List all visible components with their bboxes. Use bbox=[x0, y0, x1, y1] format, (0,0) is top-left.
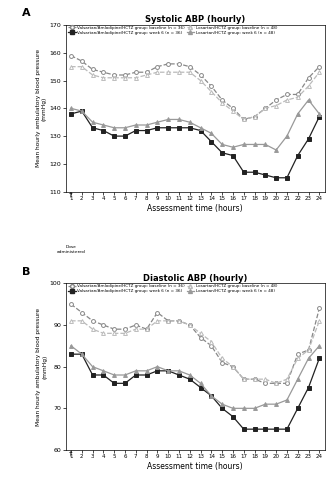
Text: Dose
administered: Dose administered bbox=[56, 245, 85, 254]
X-axis label: Assessment time (hours): Assessment time (hours) bbox=[147, 462, 243, 471]
Title: Diastolic ABP (hourly): Diastolic ABP (hourly) bbox=[143, 274, 247, 282]
Y-axis label: Mean hourly ambulatory blood pressure
(mmHg): Mean hourly ambulatory blood pressure (m… bbox=[36, 50, 47, 168]
Text: †: † bbox=[69, 450, 73, 456]
Text: A: A bbox=[22, 8, 30, 18]
Title: Systolic ABP (hourly): Systolic ABP (hourly) bbox=[145, 15, 245, 24]
Text: †: † bbox=[69, 192, 73, 198]
Y-axis label: Mean hourly ambulatory blood pressure
(mmHg): Mean hourly ambulatory blood pressure (m… bbox=[36, 308, 47, 426]
X-axis label: Assessment time (hours): Assessment time (hours) bbox=[147, 204, 243, 212]
Text: B: B bbox=[22, 266, 30, 276]
Legend: Valsartan/Amlodipine/HCTZ group: baseline (n = 36), Valsartan/Amlodipine/HCTZ gr: Valsartan/Amlodipine/HCTZ group: baselin… bbox=[68, 284, 278, 294]
Legend: Valsartan/Amlodipine/HCTZ group: baseline (n = 36), Valsartan/Amlodipine/HCTZ gr: Valsartan/Amlodipine/HCTZ group: baselin… bbox=[68, 26, 278, 36]
